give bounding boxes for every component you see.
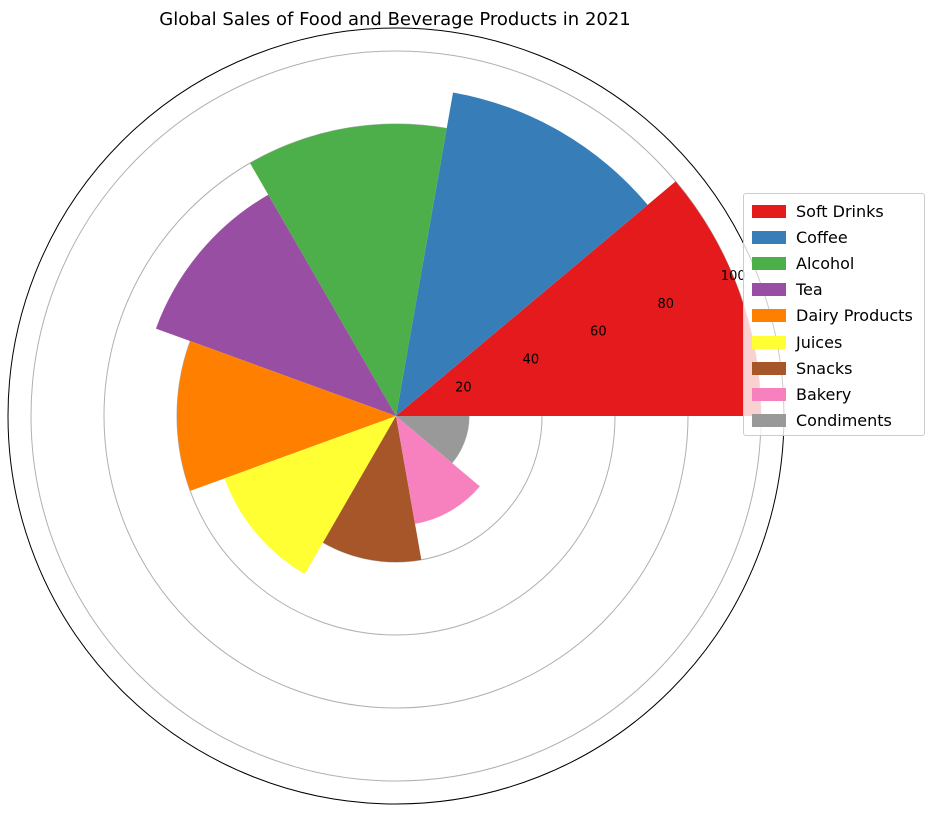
legend-swatch — [752, 335, 786, 349]
legend-item: Condiments — [752, 408, 924, 434]
legend-item: Juices — [752, 329, 924, 355]
legend-swatch — [752, 283, 786, 297]
legend-label: Condiments — [796, 411, 892, 431]
bar-alcohol — [250, 124, 447, 417]
legend-swatch — [752, 256, 786, 270]
legend-item: Snacks — [752, 355, 924, 381]
bars — [155, 92, 761, 575]
radial-tick-label: 60 — [590, 325, 607, 340]
legend-label: Dairy Products — [796, 306, 913, 326]
legend-label: Coffee — [796, 227, 848, 247]
legend-label: Soft Drinks — [796, 201, 884, 221]
radial-tick-label: 20 — [455, 381, 472, 396]
legend-label: Juices — [796, 332, 843, 352]
legend-label: Tea — [796, 280, 823, 300]
legend-label: Snacks — [796, 358, 853, 378]
legend-item: Bakery — [752, 381, 924, 407]
legend: Soft Drinks Coffee Alcohol Tea Dairy Product… — [743, 193, 925, 436]
legend-item: Dairy Products — [752, 303, 924, 329]
legend-swatch — [752, 309, 786, 323]
legend-label: Bakery — [796, 384, 852, 404]
chart-title: Global Sales of Food and Beverage Produc… — [159, 9, 631, 30]
legend-swatch — [752, 387, 786, 401]
bar-soft-drinks — [396, 181, 761, 416]
bar-dairy-products — [177, 341, 396, 491]
legend-swatch — [752, 204, 786, 218]
legend-label: Alcohol — [796, 253, 855, 273]
bar-coffee — [396, 92, 648, 416]
bar-condiments — [396, 416, 469, 463]
legend-item: Tea — [752, 277, 924, 303]
bar-snacks — [323, 416, 422, 562]
legend-swatch — [752, 414, 786, 428]
bar-tea — [155, 194, 396, 416]
legend-item: Soft Drinks — [752, 198, 924, 224]
legend-item: Coffee — [752, 224, 924, 250]
radial-tick-labels: 20 40 60 80 100 — [455, 269, 745, 396]
bar-bakery — [396, 416, 480, 524]
legend-swatch — [752, 230, 786, 244]
bar-juices — [224, 416, 396, 575]
radial-tick-label: 80 — [657, 297, 674, 312]
radial-tick-label: 100 — [721, 269, 746, 284]
legend-swatch — [752, 361, 786, 375]
legend-item: Alcohol — [752, 250, 924, 276]
radial-tick-label: 40 — [523, 353, 540, 368]
